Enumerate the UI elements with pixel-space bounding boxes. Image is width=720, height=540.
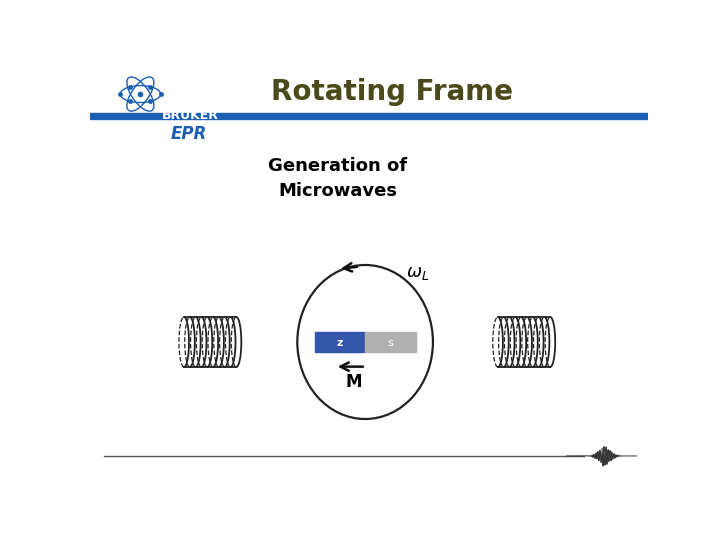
Text: $\omega_L$: $\omega_L$ (406, 264, 430, 282)
Bar (365, 332, 415, 352)
Text: Generation of
Microwaves: Generation of Microwaves (269, 157, 408, 200)
Bar (315, 332, 365, 352)
Text: Rotating Frame: Rotating Frame (271, 78, 513, 106)
Text: EPR: EPR (171, 125, 207, 143)
Text: s: s (387, 338, 393, 348)
Text: BRUKER: BRUKER (162, 109, 219, 122)
Text: M: M (346, 373, 361, 391)
Text: z: z (337, 338, 343, 348)
Bar (90, 112, 648, 119)
